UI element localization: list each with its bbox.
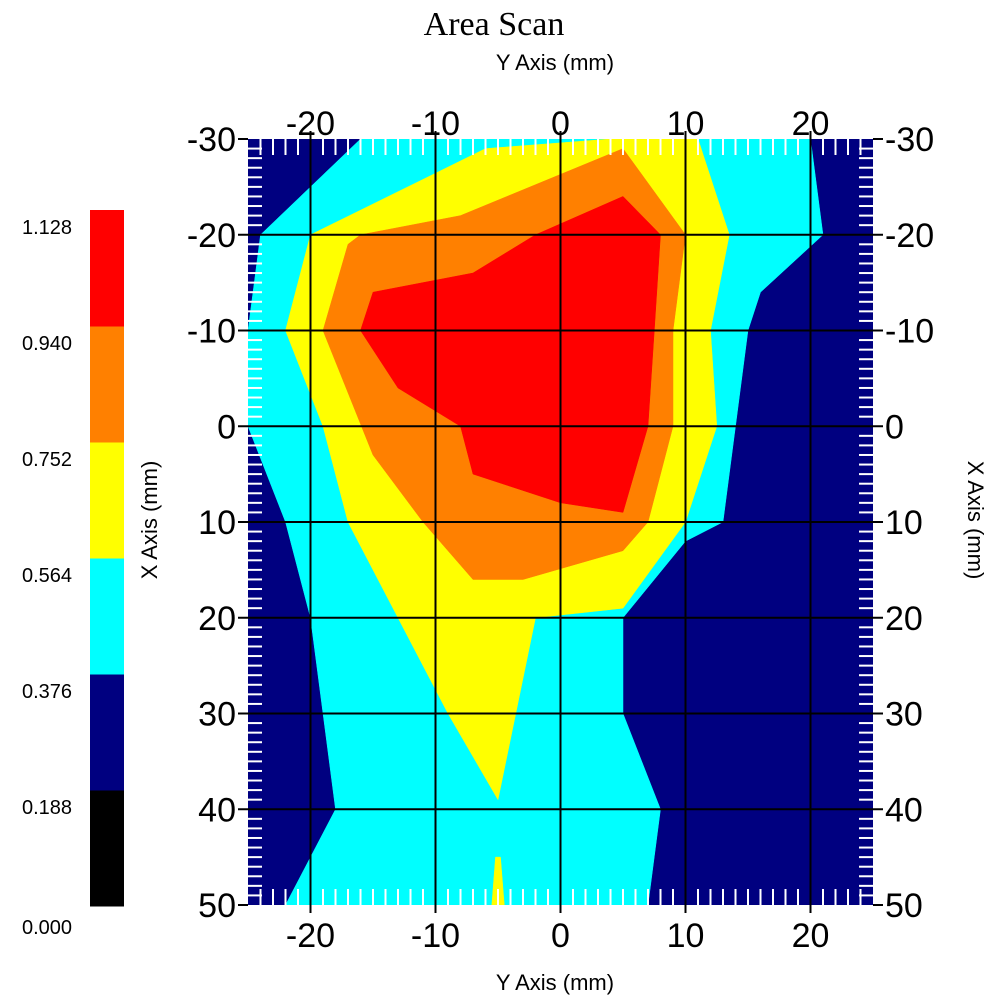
contour-region-5 (360, 196, 661, 513)
y-tick-label-right: -20 (885, 217, 934, 255)
x-axis-title-top: Y Axis (mm) (495, 50, 615, 75)
y-tick-label-right: 40 (885, 791, 923, 829)
y-tick-label-left: 40 (198, 791, 236, 829)
colorbar-label: 0.376 (22, 681, 72, 703)
chart-title: Area Scan (423, 6, 565, 43)
y-tick-label-left: 30 (198, 696, 236, 734)
x-tick-label-bottom: -10 (411, 917, 460, 955)
colorbar-label: 0.188 (22, 797, 72, 819)
y-tick-label-left: 50 (198, 887, 236, 925)
x-tick-label-top: -20 (286, 105, 335, 143)
major-ticks (238, 131, 883, 913)
colorbar-swatch-4 (90, 326, 124, 443)
x-tick-label-bottom: 20 (792, 917, 830, 955)
y-tick-label-left: 20 (198, 600, 236, 638)
y-tick-label-right: -30 (885, 121, 934, 159)
y-tick-label-right: 20 (885, 600, 923, 638)
colorbar-label: 0.564 (22, 565, 72, 587)
x-axis-title-bottom: Y Axis (mm) (495, 970, 615, 995)
tick-labels: -20 -20 -10 -10 0 0 10 10 20 20 -30 -30 -20 -20 -10 -10… (187, 105, 934, 955)
colorbar-swatch-3 (90, 442, 124, 559)
y-tick-label-right: 30 (885, 696, 923, 734)
x-tick-label-top: 10 (667, 105, 705, 143)
colorbar-label: 0.000 (22, 917, 72, 939)
grid-lines (248, 139, 873, 905)
y-tick-label-left: 10 (198, 504, 236, 542)
colorbar-swatch-1 (90, 674, 124, 791)
y-tick-label-left: -10 (187, 313, 236, 351)
x-tick-label-bottom: 0 (551, 917, 570, 955)
y-tick-label-right: 50 (885, 887, 923, 925)
y-tick-label-left: 0 (217, 408, 236, 446)
colorbar-swatch-5 (90, 210, 124, 327)
y-tick-label-left: -30 (187, 121, 236, 159)
edge-hatch-ticks (248, 139, 873, 905)
colorbar-label: 1.128 (22, 217, 72, 239)
x-tick-label-top: 0 (551, 105, 570, 143)
x-tick-label-top: -10 (411, 105, 460, 143)
colorbar-swatch-2 (90, 558, 124, 675)
y-tick-label-right: 10 (885, 504, 923, 542)
y-tick-label-left: -20 (187, 217, 236, 255)
colorbar: 0.000 0.188 0.376 0.564 0.752 0.940 1.128 (22, 210, 124, 939)
x-tick-label-bottom: 10 (667, 917, 705, 955)
y-tick-label-right: 0 (885, 408, 904, 446)
contour-region-6 (491, 856, 505, 905)
colorbar-swatch-0 (90, 790, 124, 907)
colorbar-label: 0.752 (22, 449, 72, 471)
colorbar-label: 0.940 (22, 333, 72, 355)
x-tick-label-bottom: -20 (286, 917, 335, 955)
x-tick-label-top: 20 (792, 105, 830, 143)
y-tick-label-right: -10 (885, 313, 934, 351)
